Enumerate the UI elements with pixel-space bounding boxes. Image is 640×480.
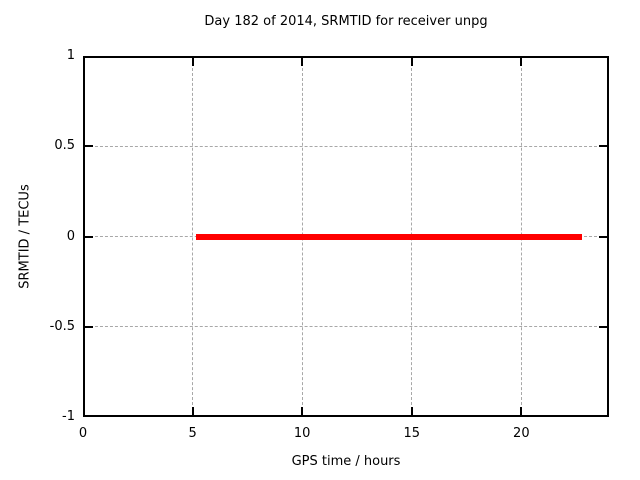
chart-title: Day 182 of 2014, SRMTID for receiver unp… — [204, 14, 488, 29]
x-tick-label: 5 — [188, 426, 197, 441]
y-tick-label: 0 — [66, 228, 75, 244]
x-tick-top — [301, 58, 304, 66]
y-tick-right — [599, 235, 607, 238]
y-tick-label: 0.5 — [54, 138, 75, 154]
x-tick-top — [520, 58, 523, 66]
y-tick-left — [85, 235, 93, 238]
x-tick-label: 0 — [78, 426, 88, 441]
y-tick-right — [599, 325, 607, 328]
x-tick-top — [410, 58, 413, 66]
y-tick-label: -1 — [62, 409, 75, 424]
y-tick-left — [85, 145, 93, 148]
y-tick-label: -0.5 — [49, 318, 75, 334]
x-tick-label: 10 — [293, 426, 311, 441]
x-tick-bottom — [410, 407, 413, 415]
x-tick-label: 20 — [513, 426, 530, 441]
x-tick-bottom — [520, 407, 523, 415]
y-tick-right — [599, 145, 607, 148]
x-tick-bottom — [191, 407, 194, 415]
series-line-srmtid — [195, 233, 583, 240]
x-tick-label: 15 — [403, 426, 421, 441]
y-tick-label: 1 — [66, 48, 75, 63]
y-gridline — [85, 145, 607, 147]
y-gridline — [85, 326, 607, 328]
x-axis-label: GPS time / hours — [291, 454, 401, 469]
x-tick-top — [191, 58, 194, 66]
y-tick-left — [85, 325, 93, 328]
x-tick-bottom — [301, 407, 304, 415]
